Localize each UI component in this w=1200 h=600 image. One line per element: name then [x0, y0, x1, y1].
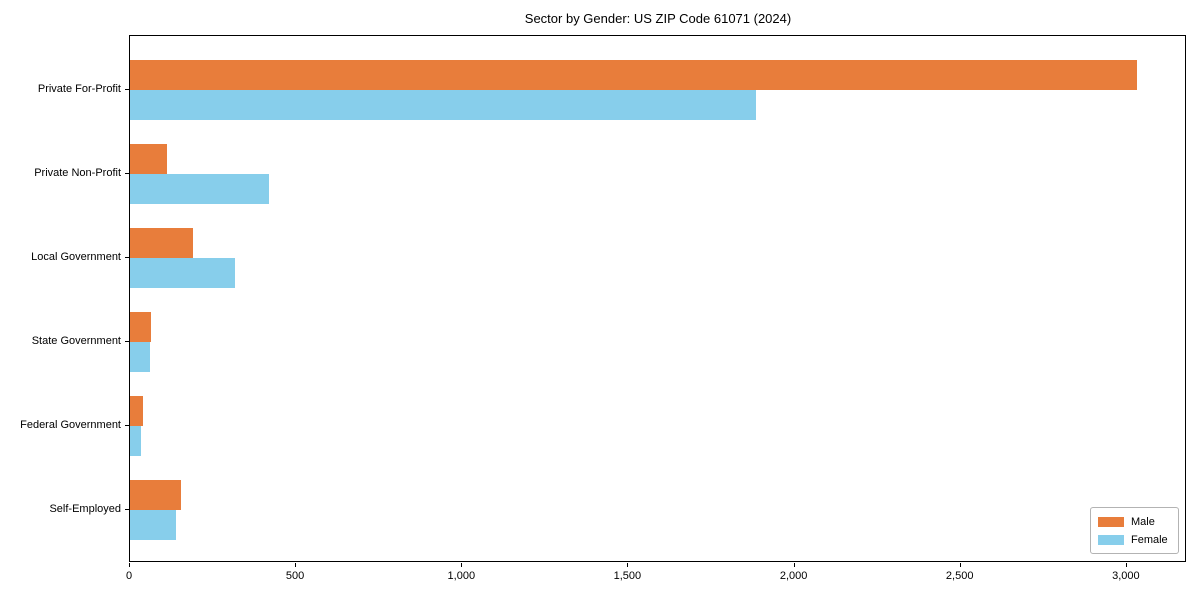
legend-swatch-female	[1098, 534, 1124, 545]
bar-female-private-for-profit	[130, 89, 757, 120]
plot-area	[129, 35, 1186, 562]
x-tick-label-1500: 1,500	[613, 570, 642, 582]
y-tick-label-private-for-profit: Private For-Profit	[37, 82, 121, 95]
y-tick-label-private-non-profit: Private Non-Profit	[34, 166, 121, 179]
x-tick-label-0: 0	[125, 570, 133, 582]
y-tick-mark	[125, 340, 129, 342]
bar-male-federal-government	[130, 395, 143, 426]
legend-entry-male: Male	[1098, 516, 1171, 528]
bar-male-self-employed	[130, 479, 182, 510]
x-tick-mark	[959, 563, 961, 567]
x-tick-label-2500: 2,500	[945, 570, 974, 582]
bar-female-federal-government	[130, 425, 141, 456]
x-tick-mark	[627, 563, 629, 567]
chart-title: Sector by Gender: US ZIP Code 61071 (202…	[524, 11, 792, 26]
legend-swatch-male	[1098, 516, 1124, 527]
y-tick-mark	[125, 256, 129, 258]
x-tick-label-1000: 1,000	[447, 570, 476, 582]
x-tick-label-500: 500	[285, 570, 305, 582]
legend-label-male: Male	[1131, 515, 1155, 528]
y-tick-mark	[125, 508, 129, 510]
x-tick-mark	[1125, 563, 1127, 567]
y-tick-mark	[125, 424, 129, 426]
x-tick-mark	[129, 563, 130, 567]
y-tick-mark	[125, 172, 129, 174]
legend-entry-female: Female	[1098, 534, 1171, 546]
bar-female-local-government	[130, 257, 236, 288]
y-tick-label-local-government: Local Government	[31, 250, 121, 263]
y-tick-label-federal-government: Federal Government	[20, 418, 121, 431]
legend: Male Female	[1090, 507, 1179, 554]
x-tick-label-2000: 2,000	[779, 570, 808, 582]
bar-male-private-for-profit	[130, 59, 1137, 90]
bar-female-private-non-profit	[130, 173, 269, 204]
x-tick-mark	[461, 563, 463, 567]
legend-label-female: Female	[1131, 533, 1168, 546]
bar-male-local-government	[130, 227, 194, 258]
x-tick-label-3000: 3,000	[1112, 570, 1140, 582]
x-tick-mark	[793, 563, 795, 567]
y-tick-label-state-government: State Government	[31, 334, 121, 347]
bar-female-state-government	[130, 341, 150, 372]
bar-female-self-employed	[130, 509, 176, 540]
y-tick-mark	[125, 88, 129, 90]
x-tick-mark	[295, 563, 297, 567]
y-tick-label-self-employed: Self-Employed	[49, 502, 121, 515]
bar-male-private-non-profit	[130, 143, 167, 174]
bar-male-state-government	[130, 311, 152, 342]
